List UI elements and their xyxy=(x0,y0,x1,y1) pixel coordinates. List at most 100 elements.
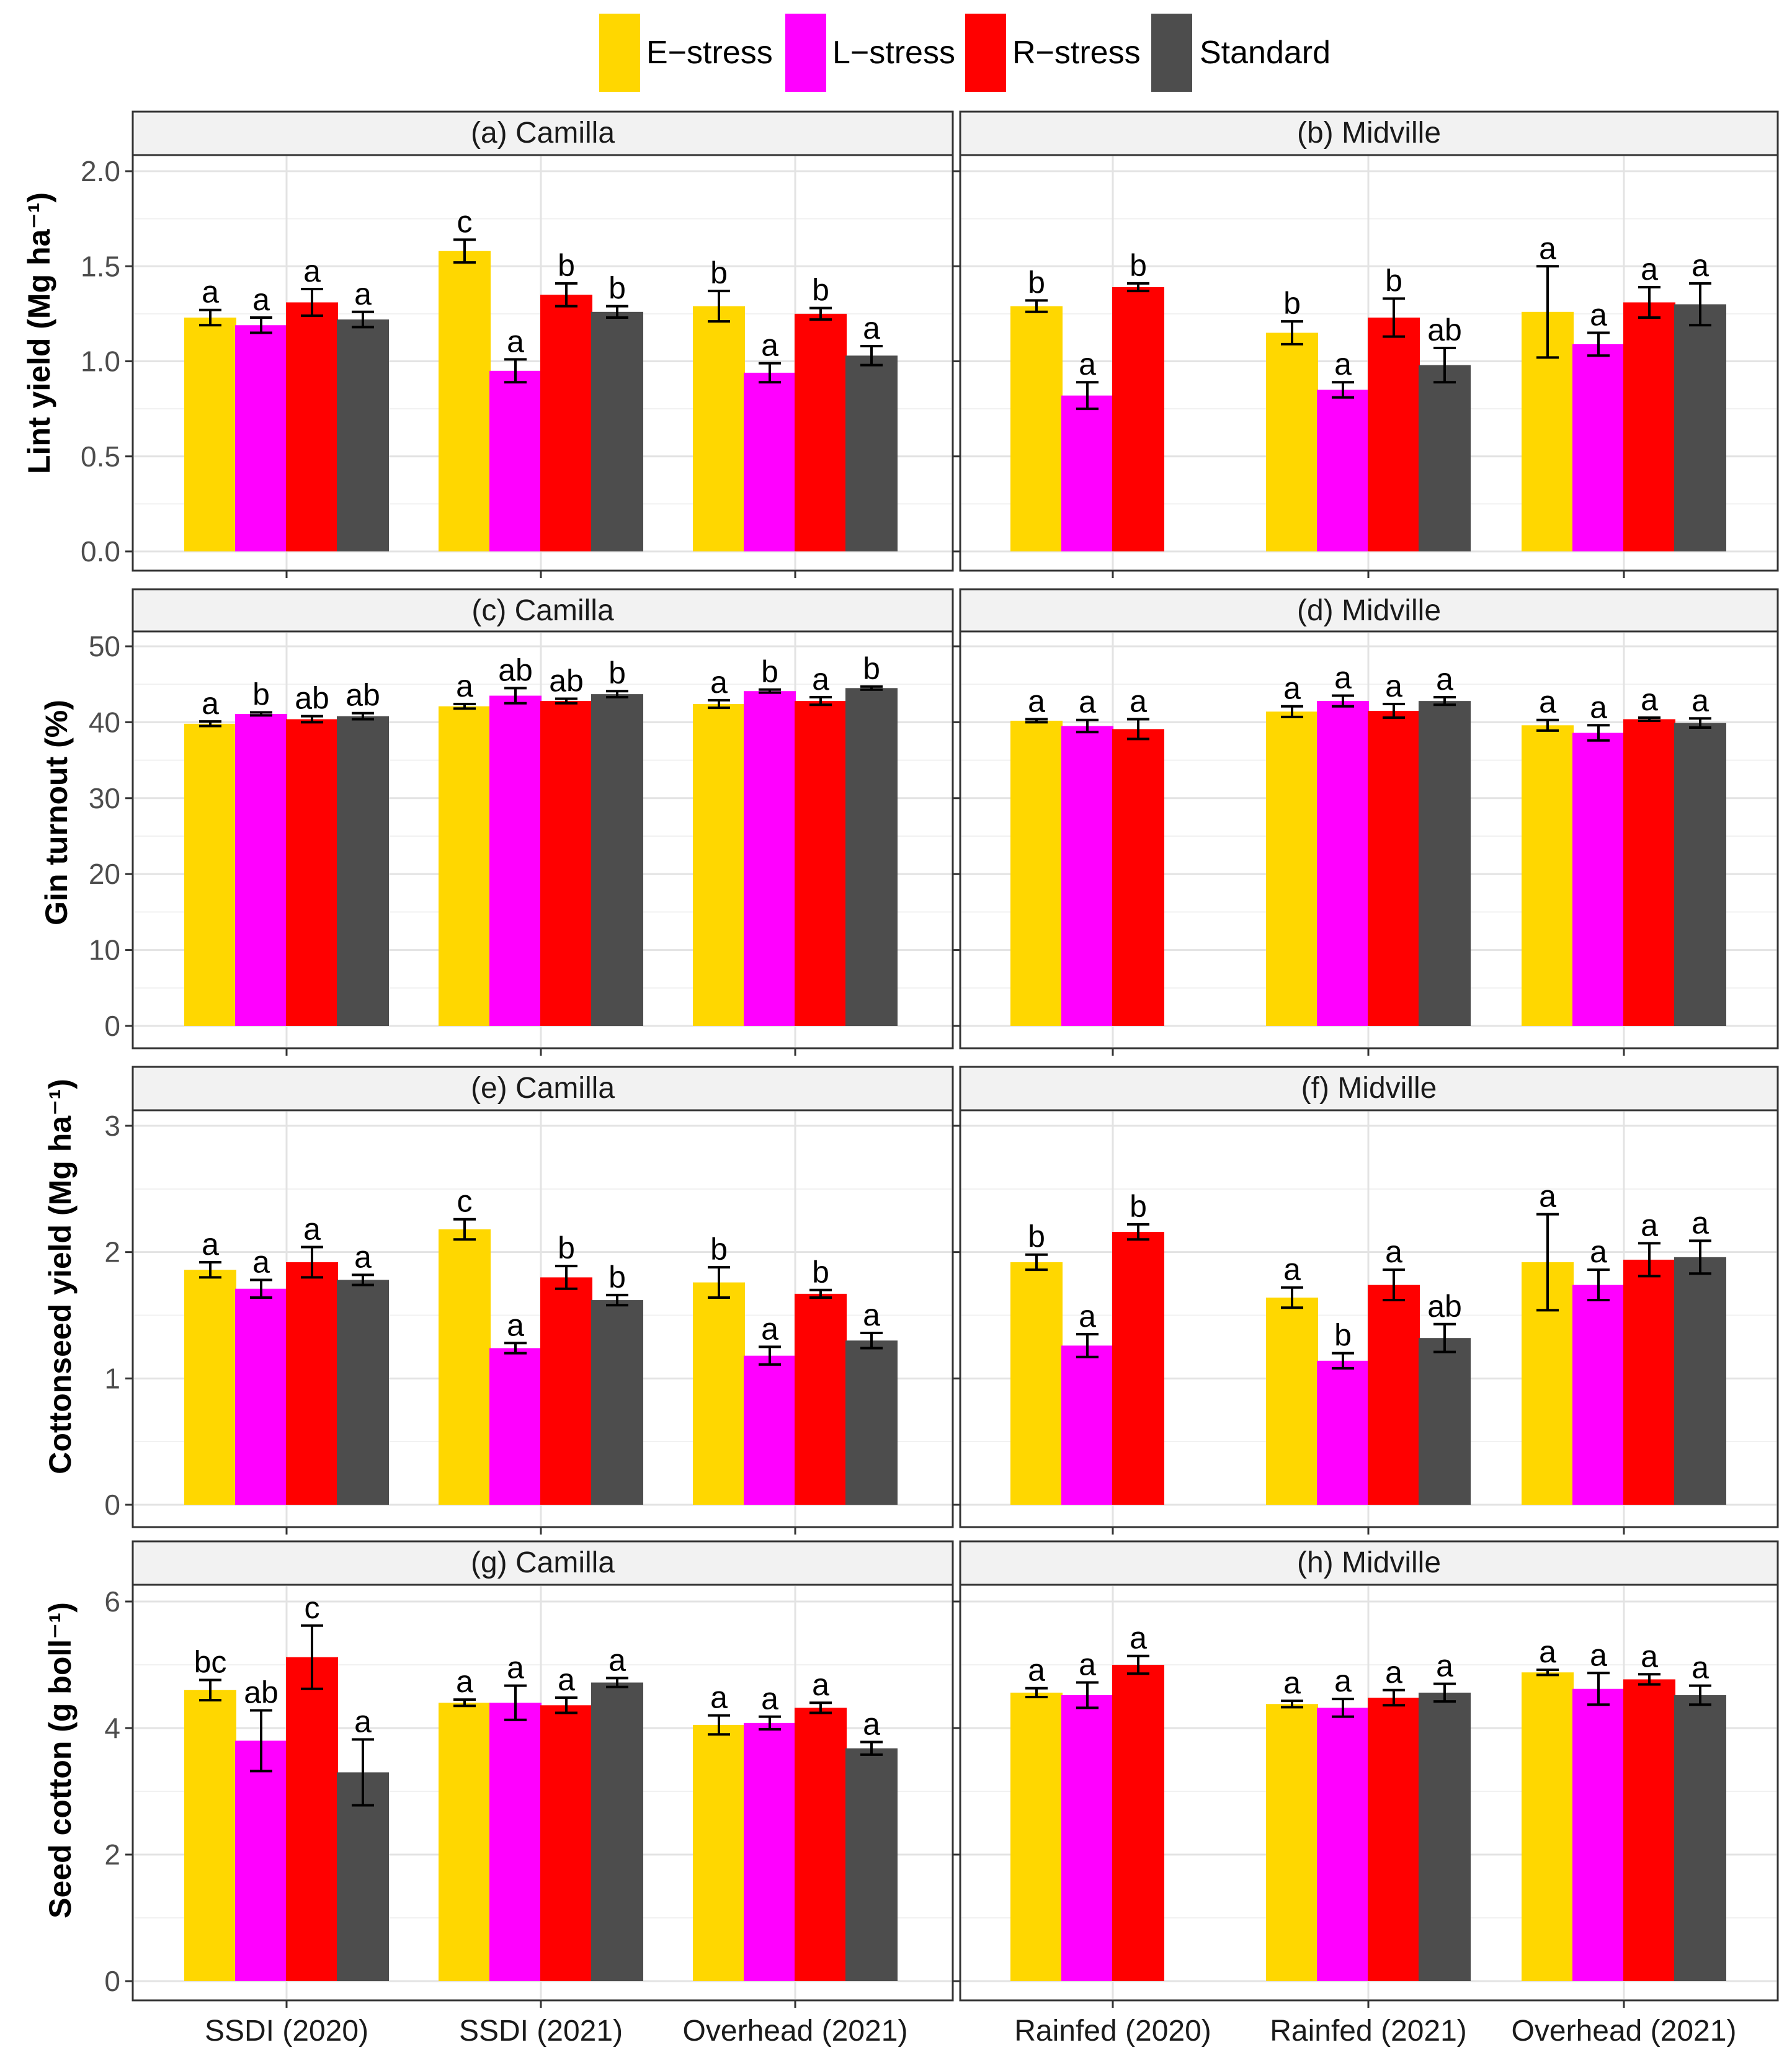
y-tick-label: 2 xyxy=(104,1838,120,1871)
facet-title: (c) Camilla xyxy=(471,594,614,627)
bar-e-stress-overhead-2021 xyxy=(693,1724,745,1981)
error-bar xyxy=(1332,381,1354,399)
error-bar xyxy=(1536,265,1559,359)
facet-strip xyxy=(959,1540,1779,1586)
significance-letter: a xyxy=(507,1308,524,1342)
bar-l-stress-rainfed-2020 xyxy=(1061,1695,1113,1981)
y-tick-label: 0 xyxy=(104,1965,120,1997)
bar-r-stress-overhead-2021 xyxy=(795,1293,847,1505)
error-bar xyxy=(1638,716,1660,722)
bar-r-stress-rainfed-2020 xyxy=(1112,729,1164,1026)
significance-letter: a xyxy=(1692,248,1709,283)
significance-letter: a xyxy=(863,1706,880,1741)
bar-standard-ssdi-2021 xyxy=(591,311,643,551)
bar-e-stress-rainfed-2021 xyxy=(1266,332,1318,551)
bar-l-stress-rainfed-2020 xyxy=(1061,726,1113,1026)
legend-item-l-stress: L−stress xyxy=(785,14,955,92)
y-axis-title-gin-turnout: Gin turnout (%) xyxy=(39,700,74,925)
error-bar xyxy=(504,1684,527,1721)
x-label-ssdi-2021: SSDI (2021) xyxy=(459,2015,623,2047)
error-bar xyxy=(1127,1654,1149,1675)
bar-r-stress-overhead-2021 xyxy=(1623,1259,1675,1505)
bar-e-stress-overhead-2021 xyxy=(693,1282,745,1505)
error-bar xyxy=(1025,718,1048,724)
significance-letter: bc xyxy=(194,1644,227,1679)
bar-l-stress-rainfed-2021 xyxy=(1317,1708,1369,1981)
error-bar xyxy=(1332,1698,1354,1718)
significance-letter: a xyxy=(252,282,270,317)
significance-letter: a xyxy=(354,1239,372,1274)
bar-r-stress-overhead-2021 xyxy=(795,701,847,1026)
bar-r-stress-ssdi-2021 xyxy=(540,701,592,1026)
bar-standard-overhead-2021 xyxy=(1674,304,1726,551)
error-bar xyxy=(1689,282,1711,327)
significance-letter: a xyxy=(507,1651,524,1685)
significance-letter: a xyxy=(761,328,778,363)
legend-item-e-stress: E−stress xyxy=(599,14,773,92)
error-bar xyxy=(1332,1352,1354,1370)
significance-letter: a xyxy=(1539,1179,1556,1214)
significance-letter: a xyxy=(1028,1653,1045,1688)
significance-letter: a xyxy=(303,254,321,288)
error-bar xyxy=(759,688,781,694)
legend-label-l-stress: L−stress xyxy=(832,35,955,71)
error-bar xyxy=(1689,717,1711,729)
bar-l-stress-overhead-2021 xyxy=(744,1722,796,1981)
error-bar xyxy=(1587,724,1610,742)
y-axis-title-seed-cotton: Seed cotton (g boll⁻¹) xyxy=(43,1602,78,1918)
error-bar xyxy=(606,690,628,699)
y-axis xyxy=(953,1125,960,1506)
y-axis-title-cottonseed-yield: Cottonseed yield (Mg ha⁻¹) xyxy=(43,1079,78,1474)
y-tick-label: 0 xyxy=(104,1010,120,1042)
significance-letter: a xyxy=(1385,1655,1402,1690)
error-bar xyxy=(453,703,476,710)
significance-letter: a xyxy=(1539,685,1556,720)
y-tick-label: 0.5 xyxy=(81,440,120,473)
series-standard: aba xyxy=(337,1239,898,1505)
bar-e-stress-ssdi-2021 xyxy=(439,1229,491,1505)
error-bar xyxy=(555,697,577,705)
bar-l-stress-overhead-2021 xyxy=(1572,344,1625,551)
error-bar xyxy=(1076,381,1099,411)
significance-letter: a xyxy=(761,1682,778,1716)
bar-l-stress-ssdi-2021 xyxy=(489,1348,542,1505)
error-bar xyxy=(1281,1286,1303,1309)
y-axis xyxy=(953,1600,960,1982)
significance-letter: b xyxy=(1028,265,1045,300)
error-bar xyxy=(708,698,730,710)
bar-l-stress-rainfed-2021 xyxy=(1317,701,1369,1026)
error-bar xyxy=(759,1715,781,1731)
facet-title: (e) Camilla xyxy=(471,1072,615,1105)
bar-standard-ssdi-2021 xyxy=(591,1682,643,1981)
error-bar xyxy=(352,711,374,721)
significance-letter: a xyxy=(1692,1205,1709,1240)
x-axis-labels-midville: Rainfed (2020) Rainfed (2021) Overhead (… xyxy=(1014,2015,1736,2047)
bar-standard-ssdi-2021 xyxy=(591,694,643,1026)
bar-l-stress-ssdi-2020 xyxy=(235,1740,287,1981)
significance-letter: a xyxy=(202,275,219,310)
legend-item-standard: Standard xyxy=(1151,14,1331,92)
bar-standard-overhead-2021 xyxy=(845,1340,898,1505)
significance-letter: a xyxy=(1692,683,1709,718)
bar-r-stress-ssdi-2020 xyxy=(286,1262,338,1505)
error-bar xyxy=(301,715,323,724)
bar-l-stress-overhead-2021 xyxy=(744,1355,796,1505)
error-bar xyxy=(1587,1672,1610,1706)
legend-swatch-e-stress xyxy=(599,14,640,92)
error-bar xyxy=(1025,1686,1048,1699)
bar-e-stress-ssdi-2020 xyxy=(184,1690,236,1981)
bar-standard-rainfed-2021 xyxy=(1419,365,1471,551)
significance-letter: a xyxy=(1385,669,1402,703)
error-bar xyxy=(1638,1242,1660,1278)
error-bar xyxy=(199,1678,221,1702)
error-bar xyxy=(1433,347,1456,384)
